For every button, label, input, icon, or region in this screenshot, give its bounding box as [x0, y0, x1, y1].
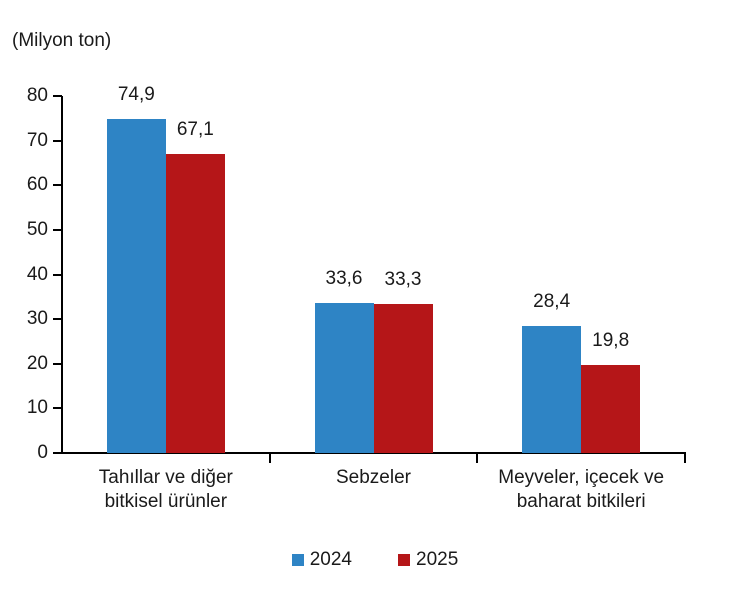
value-label-2024-2: 28,4: [533, 291, 571, 312]
y-tick: [53, 318, 62, 321]
legend-swatch-2025-icon: [398, 554, 410, 566]
y-tick-label: 20: [26, 352, 48, 374]
y-tick-label: 60: [26, 174, 48, 196]
bar-2024-0: [106, 119, 166, 453]
x-tick: [684, 454, 686, 463]
value-label-2025-0: 67,1: [176, 119, 214, 140]
y-tick: [53, 228, 62, 231]
y-tick-label: 30: [26, 308, 48, 330]
chart-unit-title: (Milyon ton): [12, 30, 112, 51]
y-tick: [53, 452, 62, 454]
legend: 2024 2025: [0, 549, 750, 571]
x-tick: [268, 454, 271, 463]
bar-2024-2: [522, 326, 582, 453]
value-label-2024-0: 74,9: [117, 84, 155, 105]
y-tick-label: 10: [26, 397, 48, 419]
bar-2024-1: [314, 303, 374, 453]
x-tick: [476, 454, 479, 463]
x-category-label-0: Tahıllar ve diğer bitkisel ürünler: [98, 467, 233, 512]
y-tick-label: 70: [26, 129, 48, 151]
y-tick-label: 80: [26, 85, 48, 106]
y-tick-label: 0: [37, 442, 48, 463]
legend-item-2025: 2025: [398, 549, 458, 571]
y-tick: [53, 184, 62, 187]
y-tick: [53, 362, 62, 365]
y-axis-line: [61, 96, 63, 454]
y-tick-label: 50: [26, 218, 48, 240]
y-tick: [53, 273, 62, 276]
legend-item-2024: 2024: [291, 549, 352, 571]
y-tick: [53, 95, 62, 97]
x-category-label-1: Sebzeler: [336, 467, 411, 488]
legend-label-2025: 2025: [416, 549, 459, 570]
x-category-label-2: Meyveler, içecek ve baharat bitkileri: [498, 467, 665, 512]
value-label-2024-1: 33,6: [325, 268, 363, 289]
legend-swatch-2024-icon: [291, 554, 304, 566]
bar-2025-1: [373, 304, 433, 453]
x-axis-line: [61, 452, 686, 454]
y-tick: [53, 139, 62, 142]
y-tick: [53, 407, 62, 410]
value-label-2025-1: 33,3: [384, 269, 422, 290]
legend-label-2024: 2024: [309, 549, 352, 570]
y-tick-label: 40: [26, 263, 48, 285]
bar-2025-0: [165, 154, 225, 453]
bar-2025-2: [581, 365, 641, 453]
value-label-2025-2: 19,8: [592, 330, 630, 351]
